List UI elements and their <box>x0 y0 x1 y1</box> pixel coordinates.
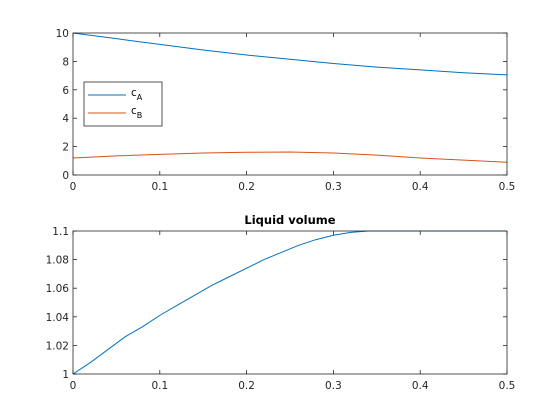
legend-box <box>83 81 163 127</box>
legend-ca-sub: A <box>137 93 143 102</box>
liquid-volume-x-tick-label: 0 <box>70 380 77 392</box>
liquid-volume-axes-box <box>72 230 508 375</box>
legend-ca-main: c <box>131 87 137 99</box>
concentration-series-group <box>72 32 508 163</box>
concentration-y-tick-label: 10 <box>56 28 69 40</box>
legend: cA cB <box>83 81 163 127</box>
liquid-volume-y-tick-label: 1.02 <box>46 340 69 352</box>
legend-cb-main: c <box>131 105 137 117</box>
liquid-volume-x-tick-label: 0.2 <box>238 380 255 392</box>
liquid-volume-x-tick-label: 0.1 <box>151 380 168 392</box>
legend-entry-ca: cA <box>131 87 143 102</box>
liquid-volume-x-tick-label: 0.5 <box>499 380 516 392</box>
liquid-volume-y-tick-label: 1.1 <box>52 226 69 238</box>
liquid-volume-y-tick-label: 1.04 <box>46 312 70 324</box>
concentration-y-tick-label: 4 <box>62 113 69 125</box>
concentration-axes-frame <box>72 32 508 176</box>
concentration-x-tick-label: 0.5 <box>499 181 516 193</box>
liquid-volume-y-tick-label: 1 <box>62 369 69 381</box>
concentration-y-tick-label: 8 <box>62 56 69 68</box>
concentration-x-tick-label: 0.3 <box>325 181 342 193</box>
concentration-x-tick-label: 0.1 <box>151 181 168 193</box>
liquid-volume-x-tick-label: 0.3 <box>325 380 342 392</box>
concentration-series-cb <box>72 151 508 163</box>
concentration-axes-box <box>72 32 508 176</box>
legend-cb-sub: B <box>137 111 143 120</box>
liquid-volume-ticks-group: 0 0.1 0.2 0.3 0.4 0.5 1 1.02 1.04 1.06 1.08 1.1 <box>46 226 516 392</box>
concentration-y-tick-label: 6 <box>62 85 69 97</box>
liquid-volume-axes: Liquid volume 0 0.1 0.2 0.3 0.4 0.5 1 1.02 1.04 1… <box>46 213 516 392</box>
concentration-ticks-group: 0 0.1 0.2 0.3 0.4 0.5 0 2 4 6 8 10 <box>56 28 516 193</box>
concentration-x-tick-label: 0.2 <box>238 181 255 193</box>
concentration-x-tick-label: 0 <box>70 181 77 193</box>
legend-entry-cb: cB <box>131 105 142 120</box>
concentration-y-tick-label: 0 <box>62 170 69 182</box>
liquid-volume-y-tick-label: 1.06 <box>46 283 70 295</box>
liquid-volume-x-tick-label: 0.4 <box>412 380 429 392</box>
concentration-x-tick-label: 0.4 <box>412 181 429 193</box>
concentration-y-tick-label: 2 <box>62 142 69 154</box>
liquid-volume-y-tick-label: 1.08 <box>46 255 69 267</box>
concentration-series-ca <box>72 32 508 76</box>
liquid-volume-axes-frame <box>72 230 508 375</box>
liquid-volume-title: Liquid volume <box>244 213 335 227</box>
